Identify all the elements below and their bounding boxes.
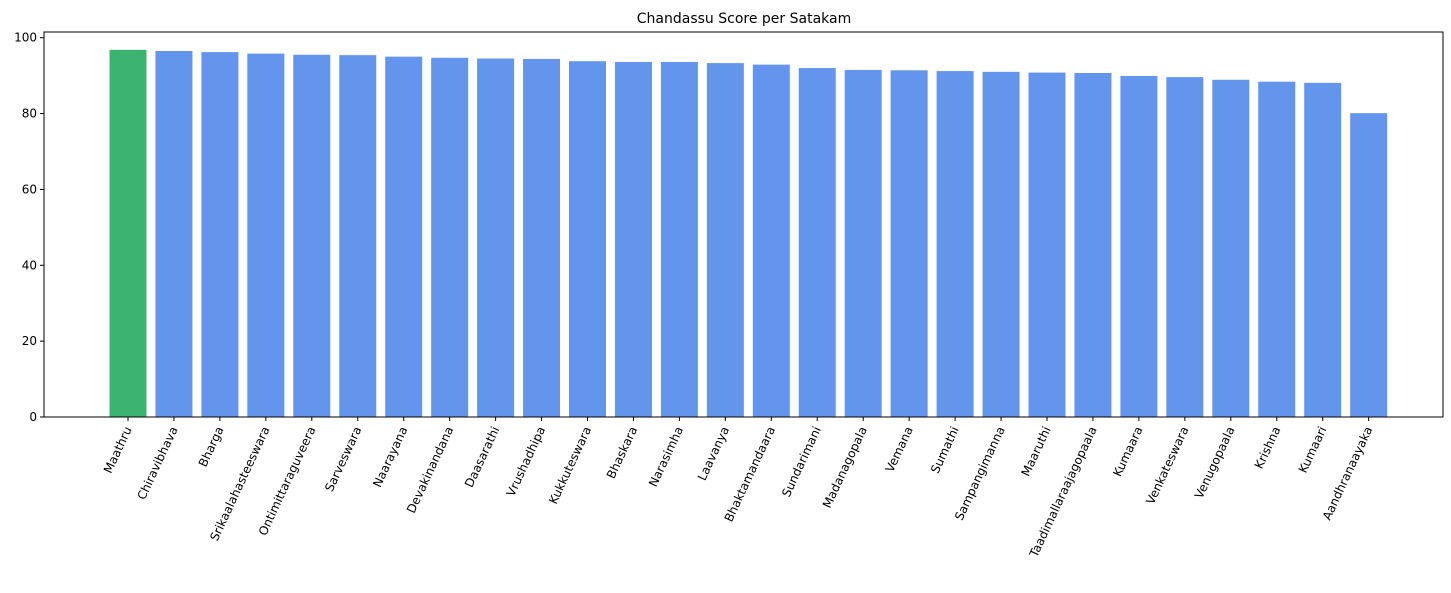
y-tick-label: 60: [22, 182, 37, 196]
bar-naarayana: [385, 56, 423, 417]
x-tick-label: Madanagopala: [820, 424, 870, 510]
y-axis: 0 20 40 60 80 100: [14, 31, 44, 424]
x-axis: Maathru Chiravibhava BhargaSrikaalahastees…: [101, 417, 1375, 560]
bar-sarveswara: [339, 55, 377, 417]
bar-ontimittaraguveera: [293, 54, 331, 417]
x-tick-label: Sampangimanna: [952, 424, 1008, 522]
x-tick-label: Kumaari: [1296, 424, 1330, 475]
bar-venugopaala: [1212, 79, 1250, 417]
bar-vemana: [890, 70, 928, 417]
y-tick-label: 80: [22, 107, 37, 121]
y-tick-label: 40: [22, 258, 37, 272]
x-tick-label: Vrushadhipa: [504, 424, 549, 498]
x-tick-label: Venugopaala: [1192, 424, 1238, 500]
y-tick-label: 100: [14, 31, 37, 45]
bar-kumaari: [1304, 82, 1342, 417]
x-tick-label: Sarveswara: [322, 424, 364, 493]
x-tick-label: Krishna: [1252, 424, 1284, 471]
x-tick-label: Sundarimani: [779, 424, 824, 499]
bar-daasarathi: [477, 58, 515, 418]
x-tick-label: Narasimha: [646, 424, 686, 489]
x-tick-label: Daasarathi: [462, 424, 502, 489]
bar-madanagopala: [844, 69, 882, 418]
x-tick-label: Sumathi: [928, 424, 962, 475]
x-tick-label: Bhaskara: [604, 424, 640, 481]
bar-sumathi: [936, 71, 974, 417]
bar-sundarimani: [798, 68, 836, 417]
x-tick-label: Bhaktamandaara: [722, 424, 778, 524]
x-tick-label: Kukkuteswara: [546, 424, 594, 506]
bar-narasimha: [660, 61, 698, 417]
x-tick-label: Kumaara: [1110, 424, 1145, 478]
bar-chiravibhava: [155, 50, 193, 417]
x-tick-label: Maaruthi: [1019, 424, 1054, 478]
bar-laavanya: [706, 63, 744, 417]
bar-vrushadhipa: [523, 58, 561, 418]
bar-aandhranaayaka: [1350, 113, 1388, 418]
bar-bhaskara: [614, 61, 652, 417]
x-tick-label: Bharga: [196, 424, 227, 469]
bar-maaruthi: [1028, 72, 1066, 417]
plot-frame: [43, 31, 1444, 418]
x-tick-label: Venkateswara: [1143, 424, 1191, 506]
bar-srikaalahasteeswara: [247, 53, 285, 418]
bar-maathru: [109, 49, 147, 417]
bar-venkateswara: [1166, 77, 1204, 417]
x-tick-label: Devakinandana: [404, 424, 456, 515]
bar-devakinandana: [431, 57, 469, 417]
x-tick-label: Laavanya: [695, 424, 732, 482]
bars-group: [109, 49, 1388, 418]
x-tick-label: Aandhranaayaka: [1320, 424, 1376, 522]
x-tick-label: Naarayana: [370, 424, 410, 489]
bar-kumaara: [1120, 76, 1158, 417]
chart-title: Chandassu Score per Satakam: [637, 11, 851, 27]
bar-krishna: [1258, 81, 1296, 417]
x-tick-label: Chiravibhava: [135, 424, 181, 502]
bar-bhaktamandaara: [752, 64, 790, 418]
x-tick-label: Vemana: [883, 424, 916, 474]
y-tick-label: 20: [22, 334, 37, 348]
bar-sampangimanna: [982, 71, 1020, 417]
bar-taadimallaraajagopaala: [1074, 72, 1112, 417]
x-tick-label: Maathru: [101, 424, 135, 475]
y-tick-label: 0: [29, 410, 37, 424]
bar-bharga: [201, 52, 239, 417]
bar-kukkuteswara: [569, 61, 606, 418]
